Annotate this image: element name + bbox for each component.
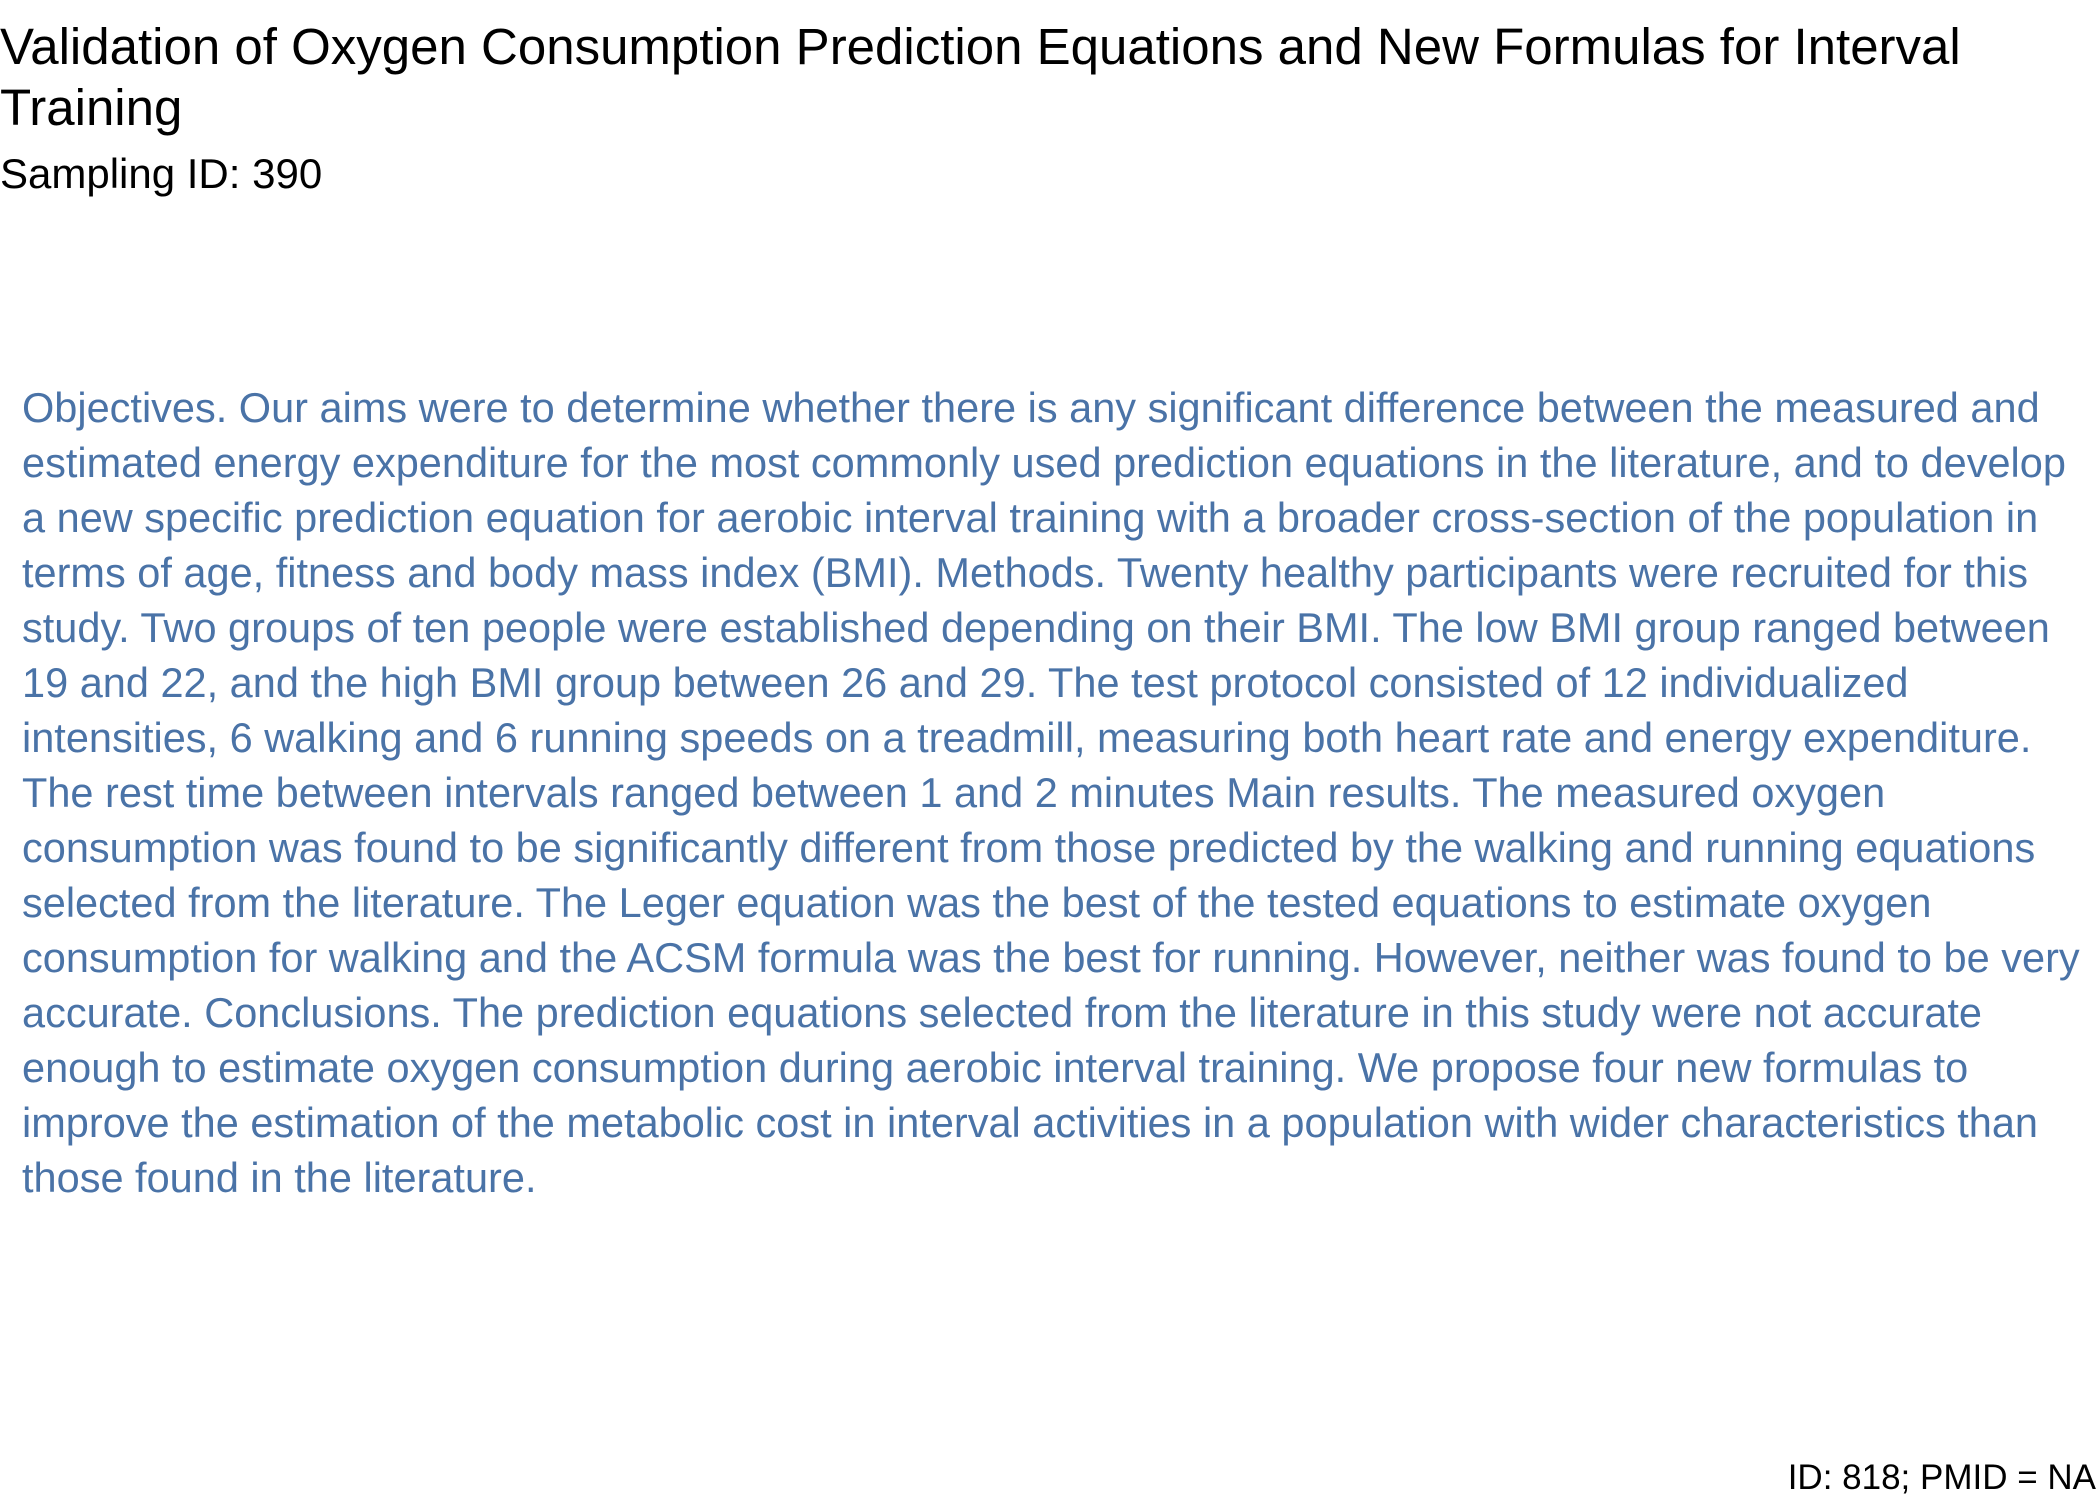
abstract-text: Objectives. Our aims were to determine w… [22, 384, 2080, 1201]
sampling-id: Sampling ID: 390 [0, 150, 323, 197]
paper-title: Validation of Oxygen Consumption Predict… [0, 18, 1961, 136]
record-id-footer: ID: 818; PMID = NA [1787, 1458, 2096, 1497]
